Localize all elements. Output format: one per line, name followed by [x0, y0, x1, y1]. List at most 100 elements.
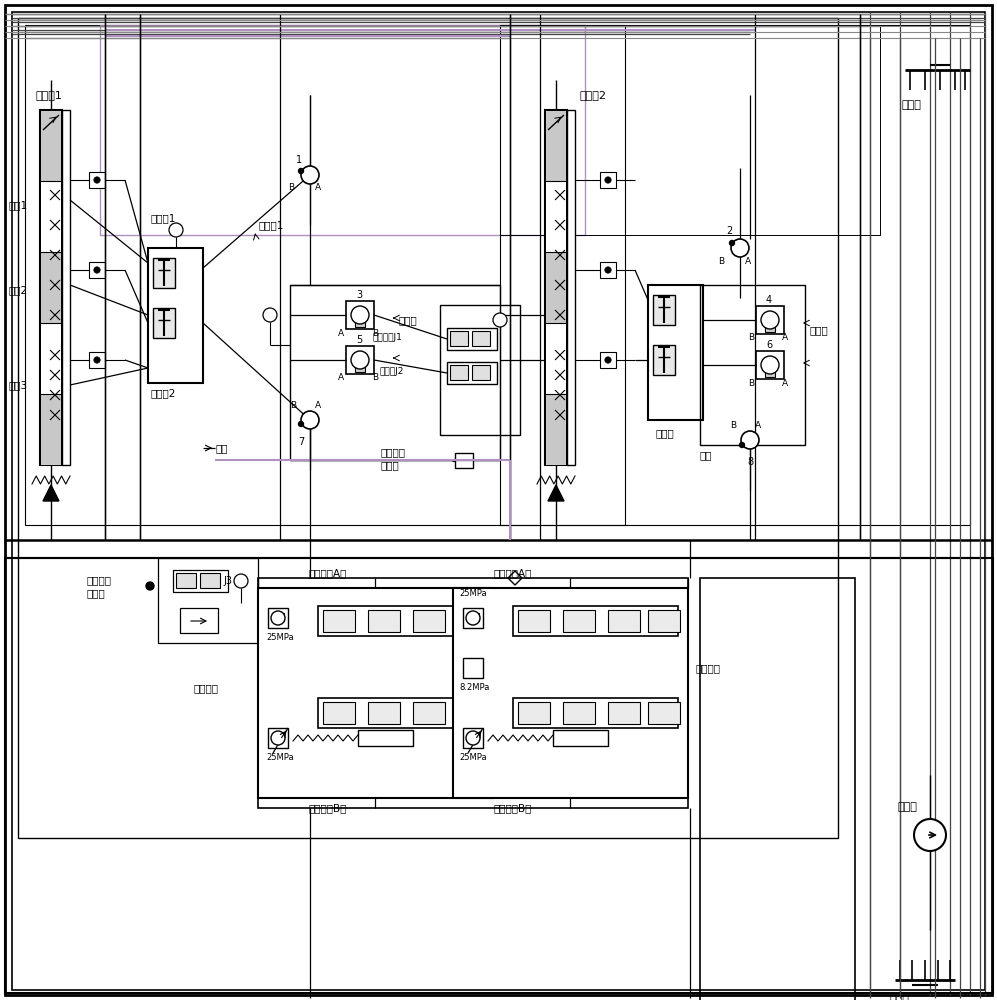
Text: 6: 6: [766, 340, 772, 350]
Text: 液动阀1: 液动阀1: [150, 213, 175, 223]
Bar: [258, 578, 688, 808]
Bar: [453, 610, 485, 632]
Bar: [467, 613, 479, 621]
Circle shape: [94, 177, 101, 183]
Bar: [500, 25, 970, 525]
Bar: [346, 346, 374, 374]
Bar: [180, 608, 218, 633]
Text: 位置3: 位置3: [8, 380, 27, 390]
Circle shape: [94, 267, 101, 273]
Text: 8.2MPa: 8.2MPa: [459, 684, 490, 692]
Bar: [100, 25, 585, 235]
Bar: [700, 578, 855, 1000]
Bar: [546, 324, 566, 394]
Bar: [268, 608, 288, 628]
Bar: [553, 730, 608, 746]
Bar: [368, 610, 400, 632]
Text: 前进: 前进: [215, 443, 227, 453]
Text: 左变量泵: 左变量泵: [193, 683, 218, 693]
Bar: [600, 262, 616, 278]
Text: 插装阀: 插装阀: [810, 325, 829, 335]
Bar: [463, 608, 483, 628]
Text: 副油箱: 副油箱: [890, 995, 910, 1000]
Bar: [318, 698, 483, 728]
Circle shape: [146, 582, 154, 590]
Text: 2: 2: [726, 226, 732, 236]
Text: 传感器: 传感器: [86, 588, 105, 598]
Bar: [546, 182, 566, 252]
Text: B: B: [372, 328, 378, 338]
Bar: [648, 285, 703, 420]
Bar: [518, 702, 550, 724]
Bar: [447, 328, 497, 350]
Text: 补油泵: 补油泵: [898, 802, 918, 812]
Bar: [513, 606, 678, 636]
Bar: [600, 172, 616, 188]
Text: A: A: [315, 182, 321, 192]
Bar: [323, 610, 355, 632]
Text: 8: 8: [747, 457, 753, 467]
Text: 25MPa: 25MPa: [266, 634, 294, 643]
Bar: [518, 610, 550, 632]
Bar: [472, 331, 490, 346]
Bar: [323, 702, 355, 724]
Text: B: B: [372, 373, 378, 382]
Circle shape: [493, 313, 507, 327]
Text: 1: 1: [296, 155, 302, 165]
Circle shape: [914, 819, 946, 851]
Text: B: B: [730, 422, 736, 430]
Bar: [268, 728, 288, 748]
Bar: [567, 110, 575, 465]
Circle shape: [301, 411, 319, 429]
Bar: [608, 702, 640, 724]
Bar: [563, 610, 595, 632]
Text: 液动阀: 液动阀: [656, 428, 675, 438]
Circle shape: [234, 574, 248, 588]
Text: 4: 4: [766, 295, 772, 305]
Bar: [41, 395, 61, 465]
Circle shape: [605, 267, 611, 273]
Circle shape: [761, 356, 779, 374]
Bar: [346, 301, 374, 329]
Text: B: B: [718, 256, 724, 265]
Bar: [41, 253, 61, 323]
Bar: [600, 352, 616, 368]
Text: 传感器: 传感器: [380, 460, 399, 470]
Text: A: A: [315, 401, 321, 410]
Text: 卸荷阀J2: 卸荷阀J2: [379, 367, 404, 376]
Bar: [89, 262, 105, 278]
Text: A: A: [755, 422, 761, 430]
Circle shape: [761, 311, 779, 329]
Text: 插装阀: 插装阀: [398, 315, 417, 325]
Bar: [546, 253, 566, 323]
Text: 3: 3: [356, 290, 362, 300]
Bar: [41, 111, 61, 181]
Bar: [5, 558, 993, 993]
Circle shape: [731, 239, 749, 257]
Bar: [513, 698, 678, 728]
Bar: [453, 702, 485, 724]
Bar: [355, 366, 365, 372]
Text: A: A: [338, 328, 344, 338]
Bar: [62, 110, 70, 465]
Text: A: A: [338, 373, 344, 382]
Text: 25MPa: 25MPa: [266, 754, 294, 762]
Bar: [176, 573, 196, 588]
Text: B: B: [748, 334, 754, 342]
Bar: [41, 182, 61, 252]
Bar: [413, 610, 445, 632]
Bar: [450, 365, 468, 380]
Text: 25MPa: 25MPa: [459, 754, 487, 762]
Text: B: B: [290, 401, 296, 410]
Text: 7: 7: [298, 437, 304, 447]
Text: 液动阀1: 液动阀1: [258, 220, 283, 230]
Bar: [89, 172, 105, 188]
Text: 右变量泵B口: 右变量泵B口: [493, 803, 531, 813]
Circle shape: [741, 431, 759, 449]
Text: A: A: [745, 256, 751, 265]
Bar: [455, 453, 473, 468]
Text: 液动阀2: 液动阀2: [150, 388, 175, 398]
Bar: [453, 588, 688, 798]
Bar: [447, 362, 497, 384]
Bar: [653, 295, 675, 325]
